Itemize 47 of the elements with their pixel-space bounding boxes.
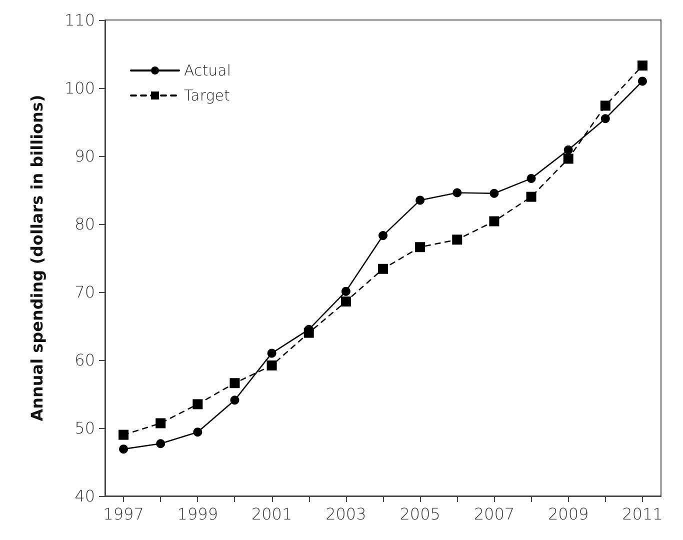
- point: [526, 192, 536, 202]
- point: [452, 234, 462, 245]
- point: [490, 188, 499, 198]
- point: [600, 114, 610, 124]
- point: [638, 76, 647, 86]
- y-tick-label: 110: [64, 10, 95, 30]
- point: [230, 396, 240, 405]
- y-tick-label: 60: [74, 350, 95, 370]
- point: [118, 430, 129, 440]
- point: [415, 242, 426, 252]
- legend-label: Actual: [184, 62, 231, 80]
- legend-label: Target: [184, 86, 230, 104]
- point: [564, 145, 573, 154]
- x-tick-label: 2011: [622, 504, 663, 524]
- x-tick-label: 1999: [177, 504, 218, 524]
- point: [452, 188, 462, 198]
- point: [489, 216, 500, 226]
- y-tick-label: 40: [74, 486, 95, 506]
- x-tick-label: 2007: [474, 504, 515, 524]
- point: [340, 296, 351, 307]
- x-tick-label: 2001: [251, 504, 292, 524]
- point: [119, 444, 128, 454]
- point: [156, 418, 166, 428]
- y-tick-label: 80: [74, 214, 95, 234]
- x-tick-label: 2009: [548, 504, 589, 524]
- x-tick-label: 2005: [400, 504, 440, 524]
- point: [267, 348, 276, 358]
- point: [193, 428, 202, 437]
- y-tick-label: 90: [74, 146, 95, 166]
- x-tick-label: 2003: [326, 504, 366, 524]
- point: [378, 231, 388, 240]
- point: [600, 100, 610, 111]
- y-tick-label: 100: [64, 78, 95, 98]
- point: [230, 378, 240, 388]
- point: [156, 439, 166, 448]
- point: [637, 60, 648, 71]
- point: [192, 399, 203, 410]
- point: [526, 174, 536, 183]
- y-tick-label: 50: [74, 418, 95, 438]
- y-axis-title: Annual spending (dollars in billions): [28, 94, 46, 422]
- point: [563, 154, 574, 164]
- y-tick-label: 70: [74, 282, 95, 302]
- point: [266, 360, 277, 370]
- point: [378, 264, 388, 274]
- point: [416, 196, 425, 205]
- x-tick-label: 1997: [103, 504, 144, 524]
- point: [341, 286, 350, 296]
